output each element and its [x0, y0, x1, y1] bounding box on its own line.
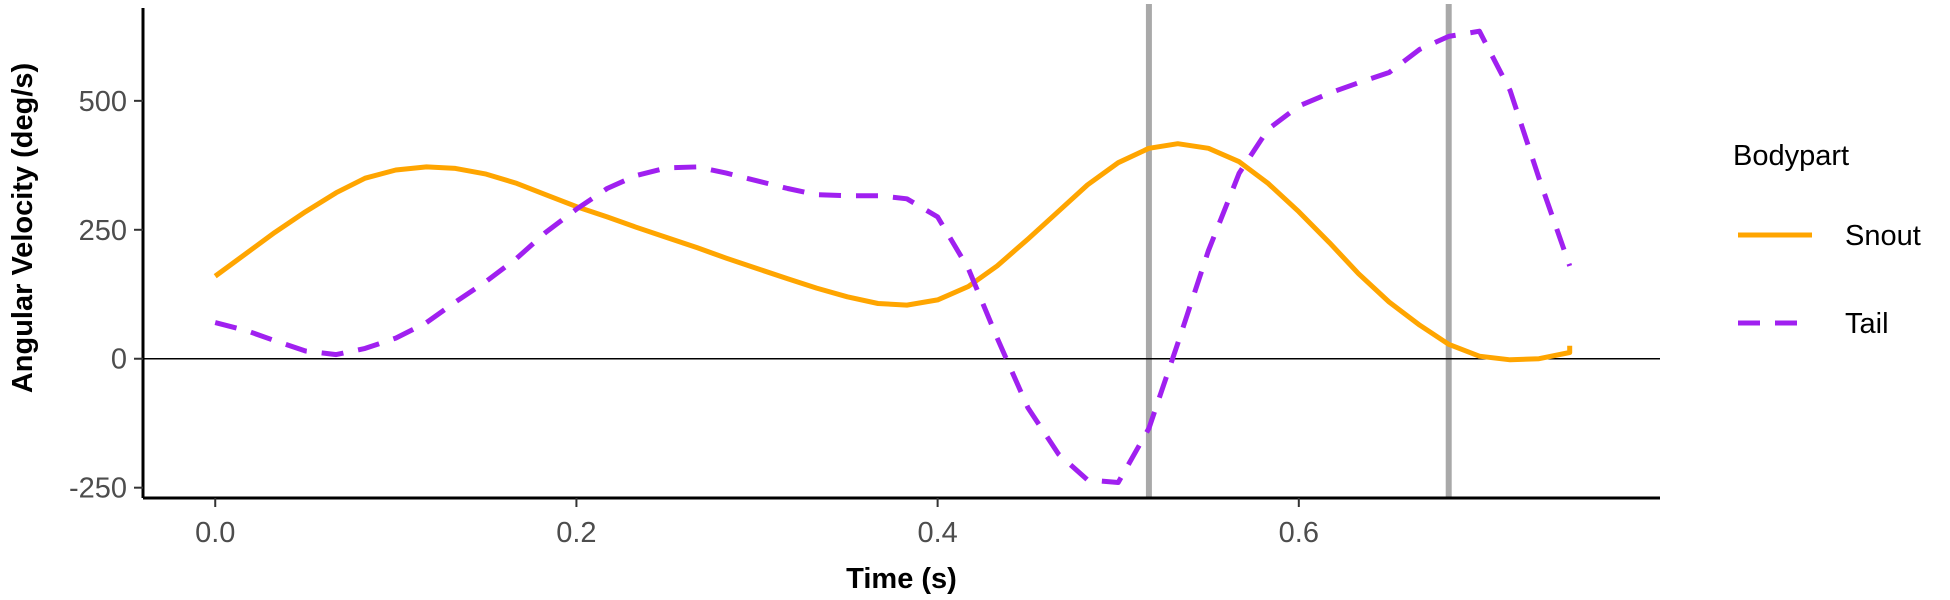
- x-tick-label: 0.6: [1279, 517, 1319, 549]
- series-lines: [213, 28, 1573, 485]
- y-axis-title: Angular Velocity (deg/s): [7, 63, 39, 393]
- y-tick-label: -250: [69, 473, 127, 505]
- legend-title: Bodypart: [1733, 140, 1849, 172]
- y-tick-label: 0: [111, 344, 127, 376]
- x-tick-label: 0.0: [195, 517, 235, 549]
- y-axis-ticks: -250 0 250 500: [69, 86, 143, 505]
- x-tick-label: 0.4: [917, 517, 957, 549]
- legend-label-tail: Tail: [1845, 308, 1889, 340]
- legend-label-snout: Snout: [1845, 220, 1921, 252]
- reference-lines: [1145, 4, 1452, 498]
- x-axis-ticks: 0.0 0.2 0.4 0.6: [195, 498, 1319, 549]
- legend: Bodypart Snout Tail: [1733, 140, 1921, 340]
- y-tick-label: 500: [79, 86, 127, 118]
- legend-entries: Snout Tail: [1738, 220, 1921, 340]
- y-tick-label: 250: [79, 215, 127, 247]
- series-line-snout: [213, 141, 1573, 363]
- x-axis-title: Time (s): [846, 563, 957, 595]
- x-tick-label: 0.2: [556, 517, 596, 549]
- series-line-tail: [214, 28, 1573, 485]
